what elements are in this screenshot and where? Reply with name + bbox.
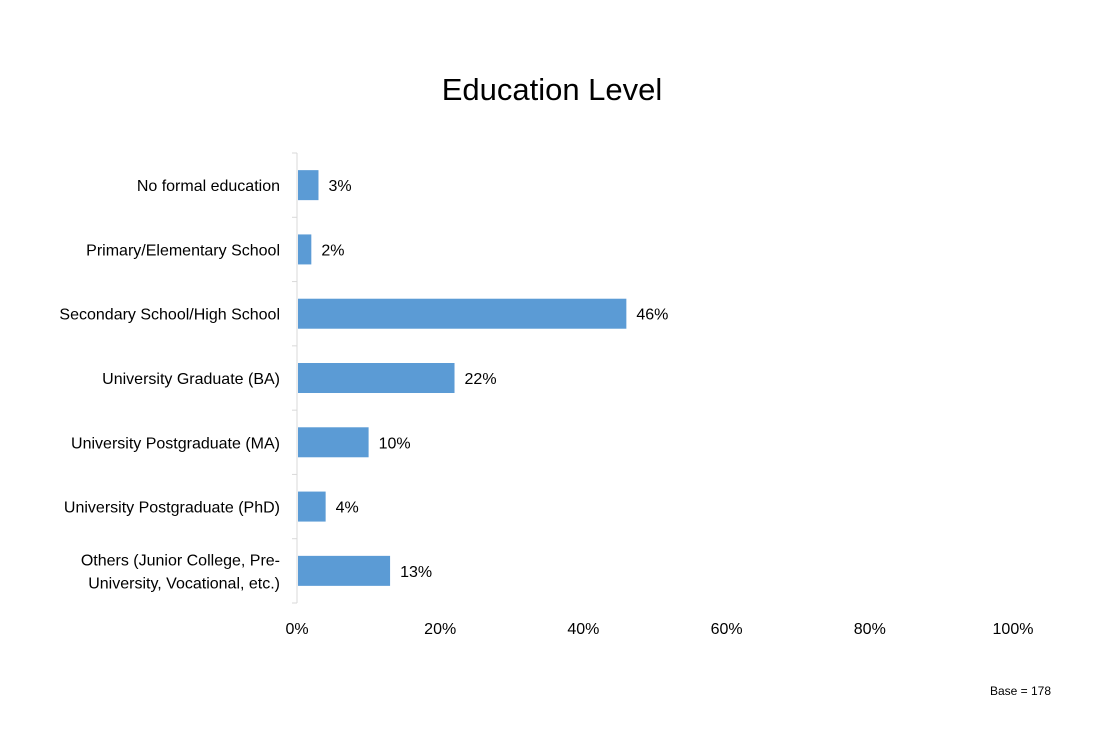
x-tick-label: 20%	[424, 621, 456, 638]
x-tick-label: 0%	[285, 621, 308, 638]
chart-labels: 3% No formal education 2% Primary/Elementar…	[59, 178, 1033, 638]
data-label: 13%	[400, 564, 432, 581]
category-label: Primary/Elementary School	[86, 242, 280, 259]
data-label: 3%	[328, 178, 351, 195]
bar	[298, 234, 311, 264]
bar	[298, 363, 455, 393]
x-tick-label: 80%	[854, 621, 886, 638]
data-label: 4%	[336, 500, 359, 517]
data-label: 46%	[636, 307, 668, 324]
data-label: 22%	[465, 371, 497, 388]
bar	[298, 492, 326, 522]
x-tick-label: 40%	[567, 621, 599, 638]
data-label: 10%	[379, 435, 411, 452]
category-label: University Graduate (BA)	[102, 371, 280, 388]
category-label: University Postgraduate (PhD)	[64, 500, 280, 517]
bar	[298, 427, 369, 457]
category-label: No formal education	[137, 178, 280, 195]
bar	[298, 556, 390, 586]
category-label: Others (Junior College, Pre-University, …	[81, 552, 280, 592]
chart-title: Education Level	[442, 72, 663, 107]
data-label: 2%	[321, 242, 344, 259]
chart-axis	[292, 153, 297, 603]
base-note: Base = 178	[990, 684, 1051, 698]
category-label: University Postgraduate (MA)	[71, 435, 280, 452]
x-tick-label: 100%	[993, 621, 1034, 638]
category-label: Secondary School/High School	[59, 307, 280, 324]
bar	[298, 170, 318, 200]
bar	[298, 299, 626, 329]
chart-bars	[298, 170, 626, 586]
x-tick-label: 60%	[711, 621, 743, 638]
